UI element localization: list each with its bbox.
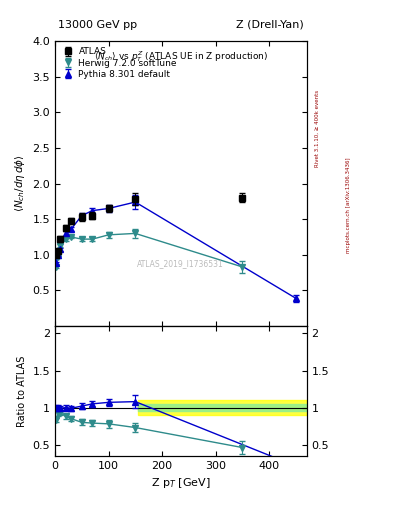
Legend: ATLAS, Herwig 7.2.0 softTune, Pythia 8.301 default: ATLAS, Herwig 7.2.0 softTune, Pythia 8.3… [59,46,179,80]
X-axis label: Z p$_T$ [GeV]: Z p$_T$ [GeV] [151,476,211,490]
Text: ATLAS_2019_I1736531: ATLAS_2019_I1736531 [138,259,224,268]
Y-axis label: $\langle N_{ch}/d\eta\, d\phi\rangle$: $\langle N_{ch}/d\eta\, d\phi\rangle$ [13,155,27,212]
Text: $\langle N_{ch}\rangle$ vs $p_T^Z$ (ATLAS UE in Z production): $\langle N_{ch}\rangle$ vs $p_T^Z$ (ATLA… [94,50,268,65]
Text: 13000 GeV pp: 13000 GeV pp [57,19,137,30]
Text: Rivet 3.1.10, ≥ 400k events: Rivet 3.1.10, ≥ 400k events [314,90,320,166]
Y-axis label: Ratio to ATLAS: Ratio to ATLAS [17,355,27,426]
Bar [138,400,307,415]
Text: Z (Drell-Yan): Z (Drell-Yan) [236,19,304,30]
Bar [138,404,307,411]
Text: mcplots.cern.ch [arXiv:1306.3436]: mcplots.cern.ch [arXiv:1306.3436] [346,157,351,252]
